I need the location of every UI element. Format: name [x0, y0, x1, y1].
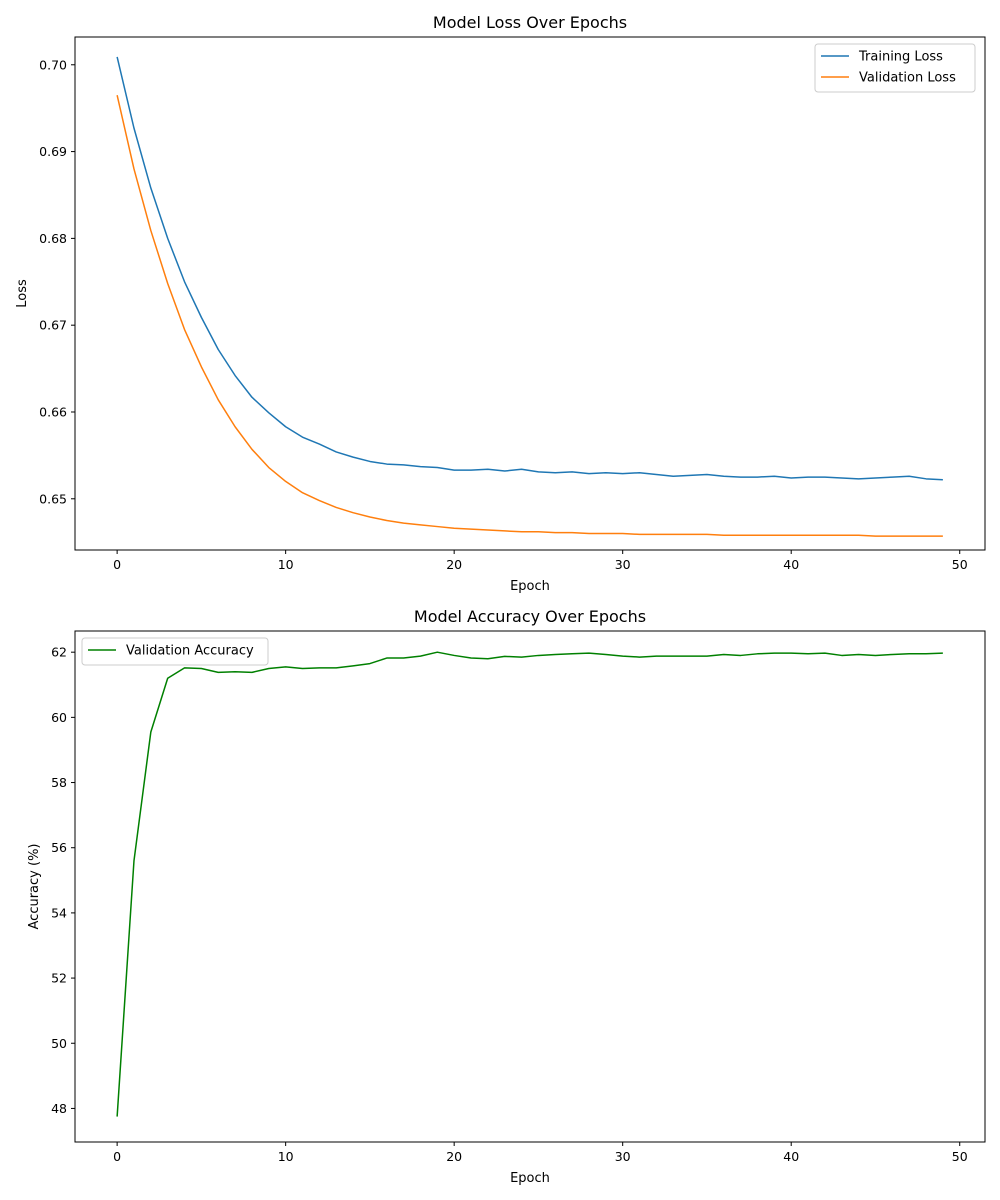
x-tick-label: 30 [615, 557, 631, 572]
x-axis-label: Epoch [510, 1171, 550, 1186]
y-tick-label: 58 [51, 775, 67, 790]
legend-label: Validation Loss [859, 71, 956, 86]
y-axis-label: Accuracy (%) [27, 844, 42, 930]
chart-title: Model Loss Over Epochs [433, 13, 627, 32]
x-tick-label: 10 [278, 557, 294, 572]
legend-label: Training Loss [858, 50, 943, 65]
y-tick-label: 0.66 [39, 404, 67, 419]
y-tick-label: 0.69 [39, 144, 67, 159]
x-tick-label: 50 [952, 1149, 968, 1164]
series-line-validation-accuracy [116, 651, 943, 1117]
x-tick-label: 40 [783, 557, 799, 572]
y-tick-label: 54 [51, 905, 67, 920]
y-tick-label: 48 [51, 1101, 67, 1116]
legend-box [81, 637, 269, 666]
y-tick-label: 0.67 [39, 318, 67, 333]
legend-label: Validation Accuracy [126, 644, 254, 659]
series-line-validation-loss [116, 94, 943, 537]
x-tick-label: 10 [278, 1149, 294, 1164]
x-tick-label: 0 [113, 1149, 121, 1164]
y-tick-label: 62 [51, 645, 67, 660]
x-tick-label: 0 [113, 557, 121, 572]
y-axis-label: Loss [15, 279, 30, 308]
axes-frame [74, 630, 986, 1143]
y-tick-label: 52 [51, 971, 67, 986]
x-tick-label: 40 [783, 1149, 799, 1164]
x-tick-label: 20 [446, 557, 462, 572]
y-tick-label: 0.68 [39, 231, 67, 246]
series-line-training-loss [116, 56, 943, 481]
y-tick-label: 50 [51, 1036, 67, 1051]
x-tick-label: 20 [446, 1149, 462, 1164]
y-tick-label: 56 [51, 840, 67, 855]
axes-frame [74, 36, 986, 551]
x-tick-label: 50 [952, 557, 968, 572]
y-tick-label: 0.70 [39, 57, 67, 72]
x-tick-label: 30 [615, 1149, 631, 1164]
legend-box [814, 43, 976, 93]
x-axis-label: Epoch [510, 579, 550, 594]
y-tick-label: 0.65 [39, 491, 67, 506]
y-tick-label: 60 [51, 710, 67, 725]
chart-title: Model Accuracy Over Epochs [414, 607, 646, 626]
